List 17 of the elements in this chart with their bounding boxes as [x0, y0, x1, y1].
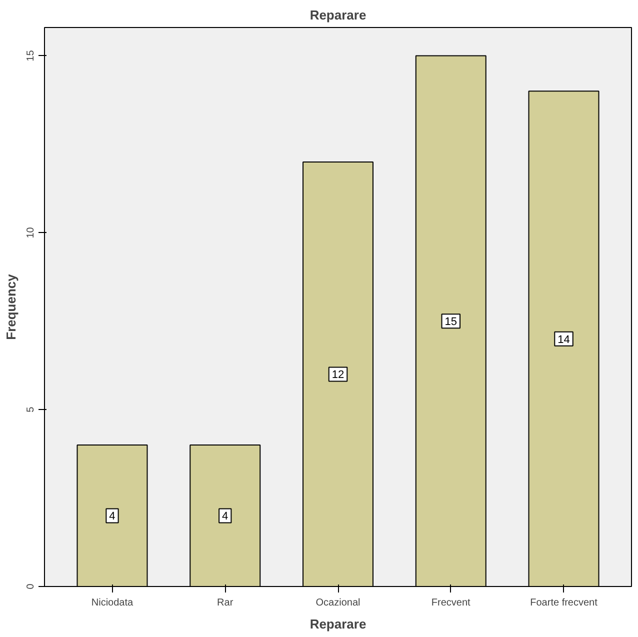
x-tick-label: Niciodata	[91, 598, 134, 608]
x-tick-label: Foarte frecvent	[530, 598, 598, 608]
x-axis-title: Reparare	[310, 616, 366, 632]
data-label: 4	[109, 510, 116, 523]
y-tick-label: 10	[26, 226, 36, 238]
data-label: 14	[558, 334, 570, 346]
y-tick-label: 15	[26, 50, 36, 62]
data-label: 12	[332, 369, 344, 382]
data-label: 4	[222, 510, 228, 523]
x-tick-label: Rar	[217, 598, 234, 608]
chart-title: Reparare	[310, 8, 366, 22]
y-axis-title: Frequency	[4, 273, 18, 340]
x-tick-label: Ocazional	[316, 598, 360, 608]
data-label: 15	[444, 316, 458, 328]
x-tick-label: Frecvent	[431, 598, 471, 608]
y-tick-label: 0	[26, 583, 36, 590]
y-tick-label: 5	[26, 406, 36, 412]
